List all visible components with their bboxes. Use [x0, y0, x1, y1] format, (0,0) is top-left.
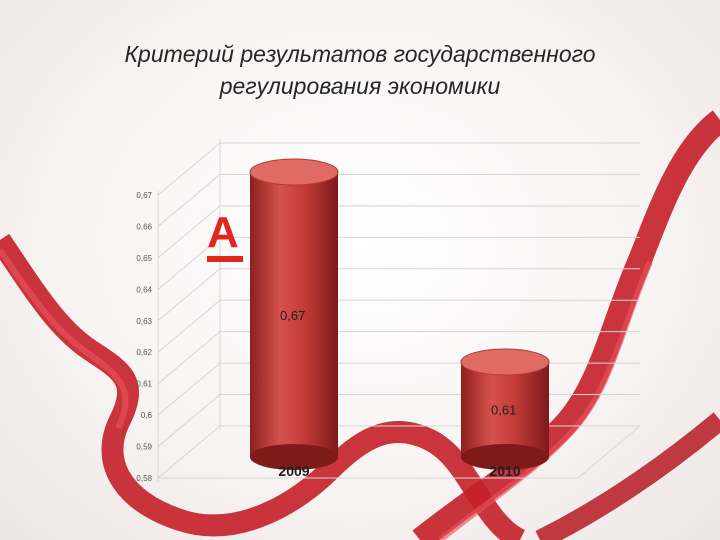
- bar-top: [249, 158, 339, 186]
- y-tick-label: 0,65: [136, 254, 152, 263]
- gridline-side: [157, 236, 221, 290]
- title-line-2: регулирования экономики: [219, 73, 501, 99]
- x-tick-label: 2010: [489, 463, 520, 479]
- slide-title: Критерий результатов государственного ре…: [0, 38, 720, 102]
- bar-top: [460, 348, 550, 376]
- chart-grid: [157, 139, 641, 482]
- bar-body: [250, 172, 338, 457]
- bars: [249, 158, 550, 470]
- x-tick-label: 2009: [278, 463, 309, 479]
- y-tick-label: 0,62: [136, 348, 152, 357]
- gridline-side: [157, 425, 221, 479]
- bar-body: [461, 362, 549, 457]
- y-tick-label: 0,59: [136, 443, 152, 452]
- gridline-side: [157, 174, 221, 227]
- gridline-side: [157, 394, 221, 447]
- x-axis: 2009 2010: [278, 463, 520, 479]
- gridline-side: [157, 331, 221, 385]
- logo-letter: А: [207, 208, 239, 257]
- logo-underline: [207, 256, 243, 262]
- y-axis: 0,58 0,59 0,6 0,61 0,62 0,63 0,64 0,65 0,66 0,67: [136, 191, 152, 483]
- bar-2010: [460, 348, 550, 470]
- y-tick-label: 0,63: [136, 317, 152, 326]
- logo: А: [207, 208, 243, 262]
- bar-base: [250, 444, 338, 470]
- y-tick-label: 0,64: [136, 285, 152, 294]
- y-tick-label: 0,67: [136, 191, 152, 200]
- y-tick-label: 0,61: [136, 380, 152, 389]
- y-tick-label: 0,58: [136, 474, 152, 483]
- gridline-side: [157, 299, 221, 353]
- y-tick-label: 0,66: [136, 222, 152, 231]
- title-line-1: Критерий результатов государственного: [124, 41, 596, 67]
- gridline-side: [157, 362, 221, 416]
- bar-2009: [249, 158, 339, 470]
- y-tick-label: 0,6: [141, 411, 153, 420]
- data-label: 0,61: [491, 402, 516, 417]
- floor-right: [577, 425, 641, 479]
- bar-base: [461, 444, 549, 470]
- gridline-side: [157, 268, 221, 322]
- data-label: 0,67: [280, 308, 305, 323]
- gridline-side: [157, 142, 221, 196]
- data-labels: 0,67 0,61: [280, 308, 516, 417]
- gridline-side: [157, 205, 221, 259]
